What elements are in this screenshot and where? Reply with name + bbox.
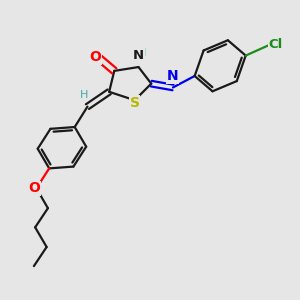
Text: Cl: Cl	[269, 38, 283, 51]
Text: H: H	[138, 48, 146, 58]
Text: N: N	[167, 69, 179, 83]
Text: O: O	[28, 181, 40, 195]
Text: N: N	[133, 49, 144, 62]
Text: O: O	[89, 50, 101, 64]
Text: H: H	[80, 90, 88, 100]
Text: S: S	[130, 96, 140, 110]
